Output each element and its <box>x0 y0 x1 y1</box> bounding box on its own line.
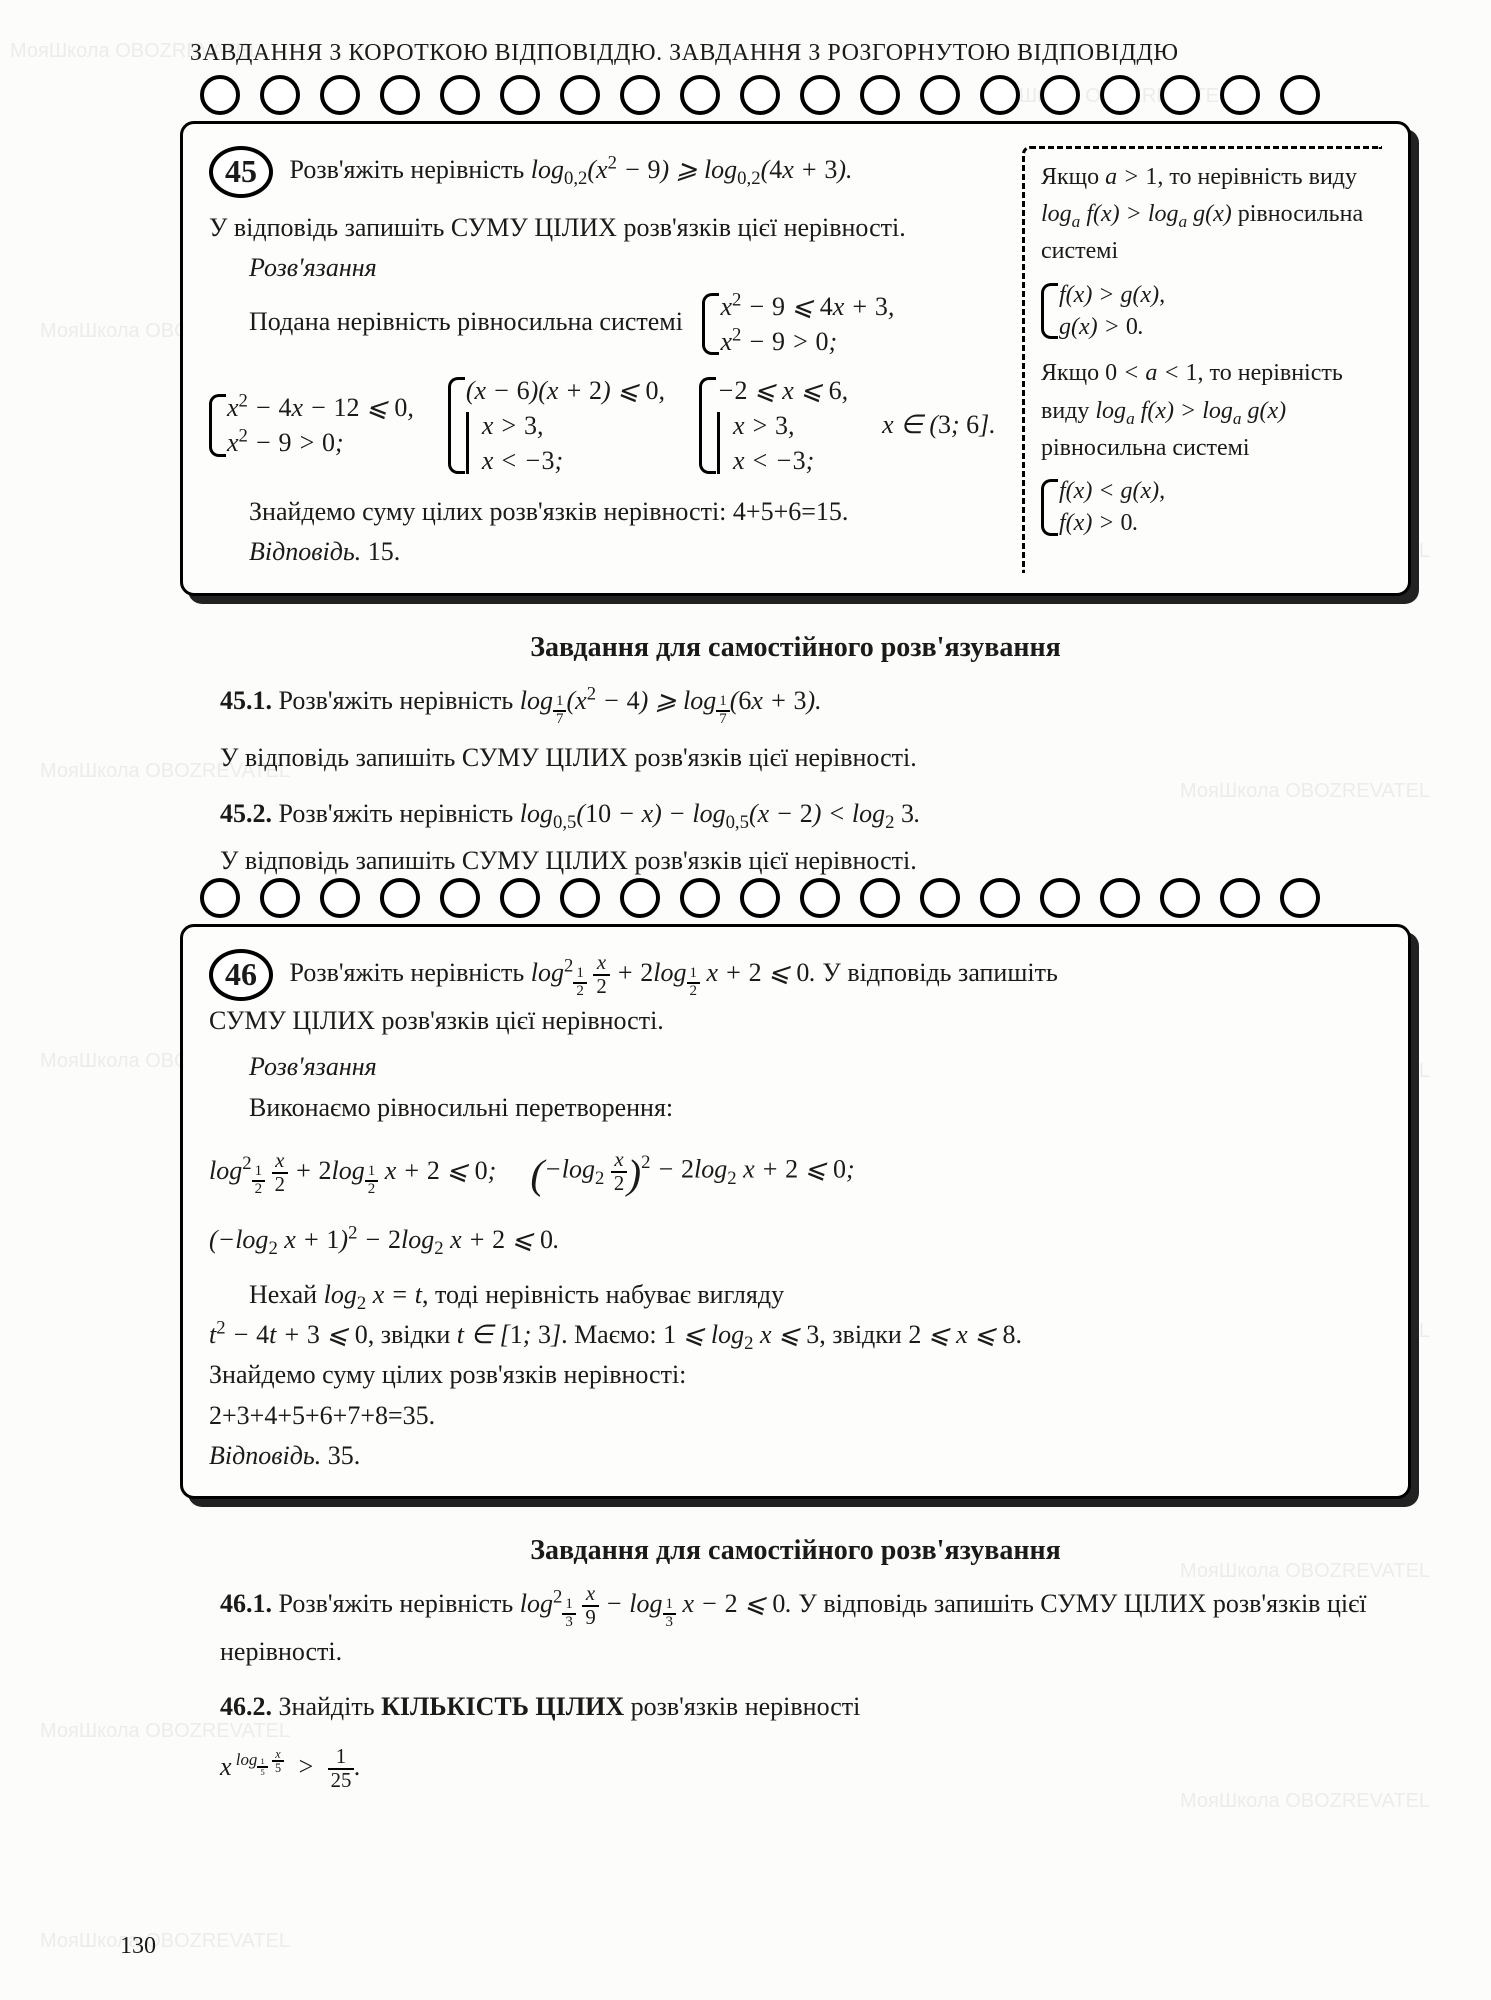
solution-text: Виконаємо рівносильні перетворення: <box>209 1088 1122 1128</box>
watermark: МояШкола OBOZREVATEL <box>1180 1790 1430 1813</box>
math-expr: log212 x2 + 2log12 x + 2 ⩽ 0; <box>209 1150 496 1197</box>
binder-rings <box>180 93 1411 123</box>
solution-text: 2+3+4+5+6+7+8=35. <box>209 1396 1122 1436</box>
page-title: ЗАВДАННЯ З КОРОТКОЮ ВІДПОВІДДЮ. ЗАВДАННЯ… <box>180 40 1411 67</box>
solution-text: Подана нерівність рівносильна системі <box>249 307 683 336</box>
math-result: x ∈ (3; 6]. <box>882 405 996 445</box>
problem-text: Розв'яжіть нерівність <box>290 155 531 184</box>
hint-aside: Якщо a > 1, то нерівність виду loga f(x)… <box>1022 146 1382 573</box>
problem-number-badge: 46 <box>209 949 273 1001</box>
problem-text: Розв'яжіть нерівність <box>290 958 531 987</box>
exercise-45-2: 45.2. Розв'яжіть нерівність log0,5(10 − … <box>220 793 1411 882</box>
exercise-number: 45.1. <box>220 686 272 715</box>
math-expr: (−log2 x + 1)2 − 2log2 x + 2 ⩽ 0. <box>209 1220 1122 1260</box>
binder-rings <box>180 896 1411 926</box>
math-system: x2 − 4x − 12 ⩽ 0, x2 − 9 > 0; <box>209 390 414 460</box>
exercise-46-2: 46.2. Знайдіть КІЛЬКІСТЬ ЦІЛИХ розв'язкі… <box>220 1686 1411 1791</box>
solution-label: Розв'язання <box>209 248 1002 288</box>
math-system: (x − 6)(x + 2) ⩽ 0, x > 3,x < −3; <box>448 373 665 478</box>
math-system: −2 ⩽ x ⩽ 6, x > 3,x < −3; <box>699 373 848 478</box>
solution-label: Розв'язання <box>209 1047 1122 1087</box>
section-heading: Завдання для самостійного розв'язування <box>180 1535 1411 1567</box>
page-number: 130 <box>120 1933 156 1960</box>
watermark: МояШкола OBOZREVATEL <box>40 1930 290 1953</box>
exercise-number: 46.2. <box>220 1692 272 1721</box>
exercise-instruction: У відповідь запишіть СУМУ ЦІЛИХ розв'язк… <box>220 737 1411 779</box>
answer-label: Відповідь. <box>209 1441 321 1470</box>
exercise-number: 45.2. <box>220 799 272 828</box>
math-expr: x log15 x5 > 125. <box>220 1752 361 1781</box>
exercise-45-1: 45.1. Розв'яжіть нерівність log17(x2 − 4… <box>220 680 1411 779</box>
math-system: x2 − 9 ⩽ 4x + 3, x2 − 9 > 0; <box>702 289 894 359</box>
problem-number-badge: 45 <box>209 146 273 198</box>
math-expr: log212 x2 + 2log12 x + 2 ⩽ 0. <box>531 958 816 987</box>
answer-label: Відповідь. <box>249 537 361 566</box>
worked-example-45: 45 Розв'яжіть нерівність log0,2(x2 − 9) … <box>180 121 1411 596</box>
exercise-number: 46.1. <box>220 1589 272 1618</box>
exercise-instruction: У відповідь запишіть СУМУ ЦІЛИХ розв'язк… <box>220 840 1411 882</box>
answer-value: 35. <box>328 1441 361 1470</box>
math-expr: log0,2(x2 − 9) ⩾ log0,2(4x + 3). <box>531 155 853 184</box>
math-expr: (−log2 x2)2 − 2log2 x + 2 ⩽ 0; <box>530 1142 854 1206</box>
solution-text: Знайдемо суму цілих розв'язків нерівност… <box>209 492 1002 532</box>
instruction-text: У відповідь запишіть СУМУ ЦІЛИХ розв'язк… <box>209 208 1002 248</box>
exercise-46-1: 46.1. Розв'яжіть нерівність log213 x9 − … <box>220 1583 1411 1672</box>
worked-example-46: 46 Розв'яжіть нерівність log212 x2 + 2lo… <box>180 924 1411 1499</box>
section-heading: Завдання для самостійного розв'язування <box>180 632 1411 664</box>
answer-value: 15. <box>368 537 401 566</box>
